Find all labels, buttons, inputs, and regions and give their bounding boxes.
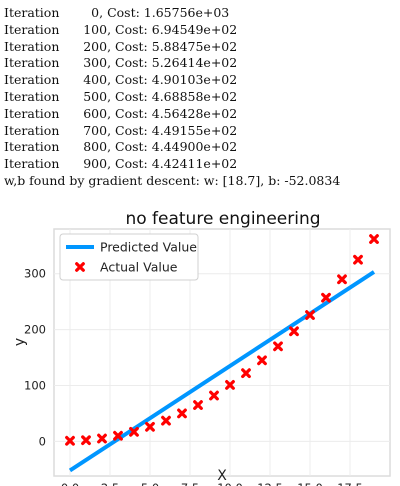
x-tick-label: 12.5 — [257, 481, 283, 486]
chart-title: no feature engineering — [125, 209, 320, 229]
iteration-log-line: Iteration 100, Cost: 6.94549e+02 — [4, 21, 238, 37]
iteration-log-line: Iteration 0, Cost: 1.65756e+03 — [4, 5, 230, 20]
actual-value-point — [177, 408, 187, 419]
console-output: Iteration 0, Cost: 1.65756e+03 Iteration … — [4, 5, 340, 190]
actual-value-point — [161, 415, 171, 426]
actual-value-point — [145, 421, 155, 432]
actual-value-point — [129, 426, 139, 437]
actual-value-point — [353, 254, 363, 265]
iteration-log-line: Iteration 700, Cost: 4.49155e+02 — [4, 122, 238, 138]
data-marks — [65, 234, 379, 473]
actual-value-point — [273, 341, 283, 352]
actual-value-point — [321, 292, 331, 303]
legend-label: Actual Value — [100, 260, 178, 275]
y-tick-label: 100 — [24, 378, 46, 392]
actual-value-point — [257, 355, 267, 366]
iteration-log-line: Iteration 400, Cost: 4.90103e+02 — [4, 72, 238, 88]
actual-value-point — [97, 433, 107, 444]
legend: Predicted Value Actual Value — [59, 233, 199, 281]
y-tick-label: 200 — [24, 323, 46, 337]
x-tick-label: 7.5 — [181, 481, 199, 486]
y-axis-label: y — [12, 338, 28, 346]
actual-value-point — [65, 435, 75, 446]
x-tick-label: 10.0 — [217, 481, 243, 486]
x-axis-label: X — [217, 468, 227, 484]
actual-value-point — [305, 310, 315, 320]
iteration-log-line: Iteration 500, Cost: 4.68858e+02 — [4, 88, 238, 104]
actual-value-point — [225, 380, 235, 390]
iteration-log-line: Iteration 300, Cost: 5.26414e+02 — [4, 55, 238, 71]
legend-box — [59, 233, 199, 281]
x-tick-label: 15.0 — [297, 481, 323, 486]
x-tick-label: 5.0 — [141, 481, 159, 486]
legend-label: Predicted Value — [100, 240, 197, 255]
actual-value-point — [241, 368, 251, 379]
actual-value-point — [81, 435, 91, 446]
actual-value-point — [209, 390, 219, 401]
y-tick-label: 0 — [39, 434, 46, 448]
actual-value-point — [337, 274, 347, 285]
actual-value-point — [193, 400, 203, 410]
chart: no feature engineering 0.0 2.5 5.0 7.5 10.0 1… — [12, 209, 391, 486]
x-tick-label: 0.0 — [61, 481, 79, 486]
result-line: w,b found by gradient descent: w: [18.7]… — [4, 172, 341, 188]
actual-value-point — [369, 234, 379, 244]
actual-value-point — [289, 326, 299, 337]
legend-marker-swatch — [75, 262, 85, 272]
iteration-log-line: Iteration 200, Cost: 5.88475e+02 — [4, 38, 238, 54]
actual-value-point — [113, 430, 123, 441]
tick-labels: 0.0 2.5 5.0 7.5 10.0 12.5 15.0 17.5 0 100 200 300 — [24, 267, 363, 486]
iteration-log-line: Iteration 900, Cost: 4.42411e+02 — [4, 156, 238, 172]
x-tick-label: 17.5 — [337, 481, 363, 486]
iteration-log-line: Iteration 800, Cost: 4.44900e+02 — [4, 139, 238, 155]
iteration-log-line: Iteration 600, Cost: 4.56428e+02 — [4, 105, 238, 121]
y-tick-label: 300 — [24, 267, 46, 281]
x-tick-label: 2.5 — [101, 481, 119, 486]
